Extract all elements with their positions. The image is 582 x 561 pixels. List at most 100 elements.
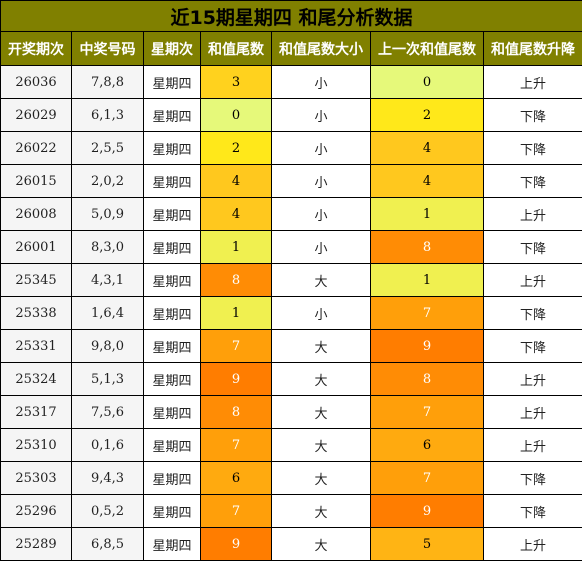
weekday-cell: 星期四 (144, 495, 201, 528)
trend-cell: 下降 (484, 495, 582, 528)
numbers-cell: 7,5,6 (72, 396, 144, 429)
prev-tail-cell: 7 (371, 462, 484, 495)
title-row: 近15期星期四 和尾分析数据 (1, 1, 582, 32)
period-cell: 25331 (1, 330, 72, 363)
trend-cell: 下降 (484, 99, 582, 132)
numbers-cell: 0,5,2 (72, 495, 144, 528)
period-cell: 25289 (1, 528, 72, 561)
tail-size-cell: 大 (272, 363, 371, 396)
tail-size-cell: 大 (272, 495, 371, 528)
trend-cell: 上升 (484, 396, 582, 429)
period-cell: 25310 (1, 429, 72, 462)
tail-cell: 2 (201, 132, 272, 165)
prev-tail-cell: 4 (371, 165, 484, 198)
numbers-cell: 4,3,1 (72, 264, 144, 297)
period-cell: 25324 (1, 363, 72, 396)
numbers-cell: 5,1,3 (72, 363, 144, 396)
header-tail-size: 和值尾数大小 (272, 32, 371, 66)
numbers-cell: 9,4,3 (72, 462, 144, 495)
tail-cell: 7 (201, 330, 272, 363)
header-tail: 和值尾数 (201, 32, 272, 66)
tail-size-cell: 小 (272, 132, 371, 165)
trend-cell: 上升 (484, 66, 582, 99)
prev-tail-cell: 1 (371, 198, 484, 231)
period-cell: 25338 (1, 297, 72, 330)
numbers-cell: 8,3,0 (72, 231, 144, 264)
weekday-cell: 星期四 (144, 99, 201, 132)
weekday-cell: 星期四 (144, 462, 201, 495)
tail-cell: 8 (201, 264, 272, 297)
trend-cell: 下降 (484, 297, 582, 330)
prev-tail-cell: 1 (371, 264, 484, 297)
numbers-cell: 0,1,6 (72, 429, 144, 462)
trend-cell: 下降 (484, 165, 582, 198)
tail-cell: 7 (201, 495, 272, 528)
period-cell: 26008 (1, 198, 72, 231)
tail-cell: 4 (201, 198, 272, 231)
trend-cell: 下降 (484, 132, 582, 165)
tail-size-cell: 小 (272, 231, 371, 264)
prev-tail-cell: 7 (371, 396, 484, 429)
numbers-cell: 2,5,5 (72, 132, 144, 165)
tail-cell: 1 (201, 297, 272, 330)
header-prev-tail: 上一次和值尾数 (371, 32, 484, 66)
tail-cell: 3 (201, 66, 272, 99)
weekday-cell: 星期四 (144, 363, 201, 396)
weekday-cell: 星期四 (144, 528, 201, 561)
period-cell: 26029 (1, 99, 72, 132)
weekday-cell: 星期四 (144, 66, 201, 99)
weekday-cell: 星期四 (144, 429, 201, 462)
trend-cell: 下降 (484, 231, 582, 264)
trend-cell: 上升 (484, 363, 582, 396)
prev-tail-cell: 7 (371, 297, 484, 330)
prev-tail-cell: 9 (371, 495, 484, 528)
period-cell: 25303 (1, 462, 72, 495)
tail-cell: 6 (201, 462, 272, 495)
prev-tail-cell: 5 (371, 528, 484, 561)
tail-size-cell: 小 (272, 99, 371, 132)
tail-size-cell: 大 (272, 396, 371, 429)
tail-size-cell: 小 (272, 165, 371, 198)
numbers-cell: 6,8,5 (72, 528, 144, 561)
trend-cell: 下降 (484, 330, 582, 363)
tail-size-cell: 大 (272, 462, 371, 495)
header-row: 开奖期次 中奖号码 星期次 和值尾数 和值尾数大小 上一次和值尾数 和值尾数升降 (1, 32, 582, 66)
numbers-cell: 6,1,3 (72, 99, 144, 132)
header-trend: 和值尾数升降 (484, 32, 582, 66)
tail-cell: 7 (201, 429, 272, 462)
period-cell: 26015 (1, 165, 72, 198)
numbers-cell: 5,0,9 (72, 198, 144, 231)
prev-tail-cell: 8 (371, 363, 484, 396)
weekday-cell: 星期四 (144, 264, 201, 297)
numbers-cell: 2,0,2 (72, 165, 144, 198)
period-cell: 26022 (1, 132, 72, 165)
prev-tail-cell: 4 (371, 132, 484, 165)
prev-tail-cell: 0 (371, 66, 484, 99)
tail-size-cell: 小 (272, 297, 371, 330)
prev-tail-cell: 9 (371, 330, 484, 363)
prev-tail-cell: 2 (371, 99, 484, 132)
prev-tail-cell: 6 (371, 429, 484, 462)
trend-cell: 上升 (484, 528, 582, 561)
weekday-cell: 星期四 (144, 198, 201, 231)
tail-size-cell: 大 (272, 264, 371, 297)
table-title: 近15期星期四 和尾分析数据 (1, 1, 582, 32)
numbers-cell: 9,8,0 (72, 330, 144, 363)
header-period: 开奖期次 (1, 32, 72, 66)
